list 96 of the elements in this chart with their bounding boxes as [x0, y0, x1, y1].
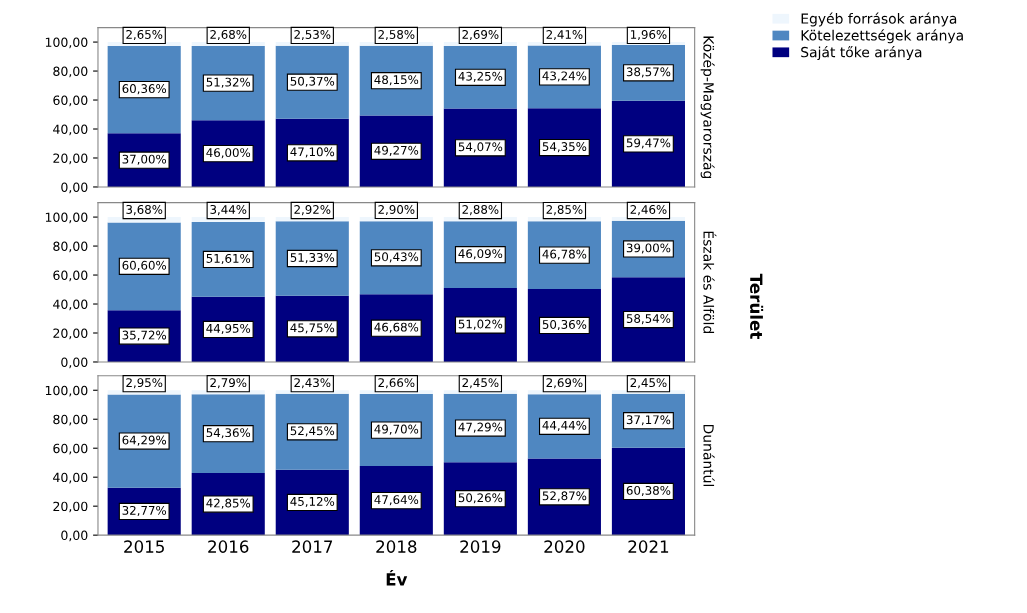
data-label: 50,37% [290, 76, 335, 87]
data-label: 46,00% [206, 148, 251, 159]
y-tick-label: 40,00 [53, 472, 88, 484]
y-tick-label: 80,00 [53, 414, 88, 426]
data-label: 1,96% [630, 29, 667, 41]
data-label: 2,41% [546, 29, 583, 41]
y-tick-label: 80,00 [53, 241, 88, 253]
data-label: 44,44% [542, 420, 587, 431]
data-label: 44,95% [206, 323, 251, 335]
x-axis-title: Év [386, 570, 408, 586]
y-tick-label: 80,00 [53, 66, 88, 78]
data-label: 2,79% [210, 378, 247, 389]
data-label: 2,66% [378, 378, 415, 389]
x-tick-label: 2019 [460, 540, 501, 553]
data-label: 2,53% [294, 29, 331, 41]
y2-axis-title: Közép-Magyarország [700, 36, 715, 179]
y2-axis-title: Észak és Alföld [703, 231, 717, 333]
data-label: 54,35% [542, 142, 587, 153]
data-label: 2,45% [462, 378, 499, 389]
data-label: 2,90% [378, 204, 415, 216]
data-label: 2,46% [630, 205, 667, 216]
data-label: 50,36% [542, 319, 587, 331]
y-tick-label: 100,00 [45, 212, 88, 224]
data-label: 52,45% [290, 426, 335, 437]
data-label: 2,45% [630, 378, 667, 389]
data-label: 2,68% [210, 29, 247, 41]
data-label: 54,07% [458, 142, 503, 153]
data-label: 2,69% [546, 378, 583, 389]
y-tick-label: 60,00 [53, 95, 88, 107]
data-label: 45,12% [290, 496, 335, 508]
data-label: 60,36% [122, 84, 167, 95]
y2-axis-title: Dunántúl [703, 424, 715, 487]
x-tick-label: 2020 [544, 540, 585, 553]
x-tick-label: 2018 [376, 540, 417, 553]
data-label: 42,85% [206, 498, 251, 509]
data-label: 46,68% [374, 322, 419, 333]
data-label: 35,72% [122, 330, 167, 341]
data-label: 2,95% [126, 378, 163, 389]
data-label: 52,87% [542, 491, 587, 502]
data-label: 60,38% [626, 485, 671, 497]
data-label: 3,44% [210, 205, 247, 216]
data-label: 49,27% [374, 145, 419, 156]
data-label: 47,10% [290, 147, 335, 158]
data-label: 45,75% [290, 323, 335, 334]
x-tick-label: 2015 [124, 540, 164, 553]
data-label: 51,61% [206, 253, 251, 265]
y-tick-label: 60,00 [53, 270, 88, 282]
data-label: 46,09% [458, 249, 503, 260]
data-label: 37,00% [122, 154, 167, 165]
y-tick-label: 20,00 [53, 153, 88, 165]
y-tick-label: 40,00 [53, 124, 88, 136]
y-tick-label: 20,00 [53, 328, 88, 340]
data-label: 48,15% [374, 75, 419, 86]
data-label: 38,57% [626, 67, 671, 78]
legend-label: Egyéb források aránya [801, 12, 957, 27]
y-tick-label: 0,00 [61, 182, 88, 194]
x-tick-label: 2021 [628, 540, 669, 553]
data-label: 64,29% [122, 435, 167, 446]
y-tick-label: 0,00 [61, 530, 88, 542]
data-label: 32,77% [122, 505, 167, 517]
data-label: 37,17% [626, 415, 671, 426]
data-label: 50,43% [374, 252, 419, 263]
data-label: 47,29% [458, 422, 503, 433]
text: Terület [750, 273, 764, 339]
x-tick-label: 2017 [292, 540, 333, 553]
legend-label: Kötelezettségek aránya [801, 29, 963, 44]
data-label: 43,25% [458, 71, 503, 82]
y-tick-label: 100,00 [45, 37, 88, 49]
data-label: 3,68% [126, 205, 163, 216]
y-tick-label: 60,00 [53, 443, 88, 455]
data-label: 2,69% [462, 29, 499, 41]
legend-label: Saját tőke aránya [801, 46, 922, 61]
data-label: 49,70% [374, 424, 419, 435]
data-label: 51,33% [290, 253, 335, 264]
data-label: 60,60% [122, 260, 167, 271]
y-tick-label: 20,00 [53, 501, 88, 513]
data-label: 2,88% [462, 205, 499, 216]
y-tick-label: 100,00 [45, 385, 88, 397]
data-label: 50,26% [458, 493, 503, 504]
data-label: 54,36% [206, 428, 251, 439]
data-label: 46,78% [542, 249, 587, 260]
data-label: 2,92% [294, 205, 331, 216]
data-label: 2,65% [126, 29, 163, 41]
y-tick-label: 0,00 [61, 357, 88, 369]
data-label: 43,24% [542, 71, 587, 82]
data-label: 59,47% [626, 138, 671, 149]
data-label: 51,32% [206, 77, 251, 88]
data-label: 51,02% [458, 319, 503, 330]
data-label: 2,85% [546, 205, 583, 216]
data-label: 58,54% [626, 314, 671, 325]
data-label: 39,00% [626, 243, 671, 254]
data-label: 2,43% [294, 378, 331, 389]
y-tick-label: 40,00 [53, 299, 88, 311]
data-label: 2,58% [378, 29, 415, 41]
x-tick-label: 2016 [208, 540, 249, 553]
data-label: 47,64% [374, 495, 419, 506]
